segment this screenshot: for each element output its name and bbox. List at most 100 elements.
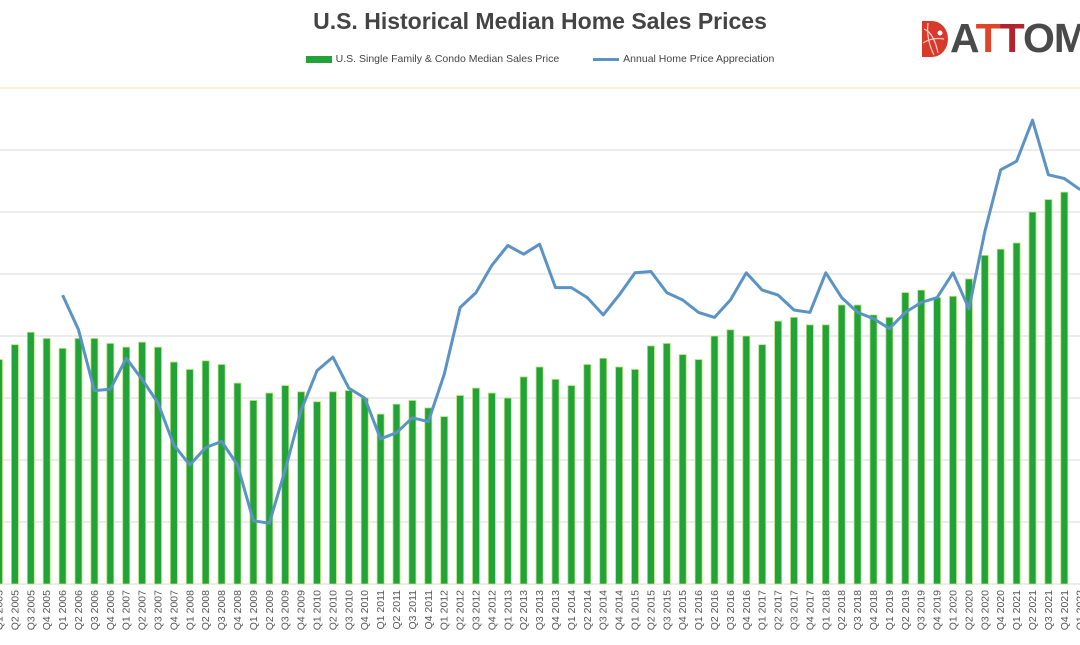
x-tick-label: Q1 2019 — [884, 590, 896, 630]
bar — [1012, 242, 1021, 585]
bar — [901, 292, 910, 585]
bar — [583, 364, 592, 585]
x-tick-label: Q2 2021 — [1027, 590, 1039, 630]
x-tick-label: Q4 2009 — [296, 590, 308, 630]
bar — [185, 369, 194, 585]
x-tick-label: Q3 2005 — [25, 590, 37, 630]
legend-swatch-bars — [305, 55, 332, 63]
x-tick-label: Q4 2005 — [41, 590, 53, 630]
bar — [169, 361, 178, 585]
bar — [853, 304, 862, 585]
x-tick-label: Q2 2013 — [518, 590, 530, 630]
legend-swatch-line — [593, 57, 620, 61]
bar — [869, 314, 878, 585]
x-tick-label: Q1 2013 — [502, 590, 514, 630]
x-tick-label: Q1 2021 — [1011, 590, 1023, 630]
x-tick-label: Q1 2005 — [0, 590, 6, 630]
bar — [567, 385, 576, 585]
x-tick-label: Q1 2016 — [693, 590, 705, 630]
x-tick-label: Q3 2012 — [471, 590, 483, 630]
bar — [424, 407, 433, 585]
bar — [519, 376, 528, 585]
x-tick-label: Q3 2007 — [153, 590, 165, 630]
x-tick-label: Q1 2018 — [820, 590, 832, 630]
legend-item-line: Annual Home Price Appreciation — [593, 53, 774, 65]
bar — [201, 360, 210, 585]
bar — [440, 416, 449, 585]
bar — [535, 366, 544, 585]
x-tick-label: Q2 2016 — [709, 590, 721, 630]
bar — [996, 248, 1005, 585]
bar — [694, 359, 703, 585]
x-tick-label: Q2 2006 — [73, 590, 85, 630]
bar — [249, 400, 258, 585]
x-tick-label: Q1 2010 — [312, 590, 324, 630]
bar — [933, 297, 941, 585]
x-tick-label: Q1 2014 — [566, 590, 578, 630]
bar — [328, 391, 337, 585]
x-tick-label: Q4 2015 — [677, 590, 689, 630]
bar — [1060, 191, 1069, 585]
x-tick-label: Q3 2014 — [598, 590, 610, 630]
legend-label-bars: U.S. Single Family & Condo Median Sales … — [335, 53, 560, 65]
bar — [980, 254, 989, 585]
bar — [821, 324, 830, 585]
bar — [615, 366, 623, 585]
x-tick-label: Q2 2010 — [327, 590, 339, 630]
x-tick-label: Q1 2022 — [1075, 590, 1080, 630]
chart-title: U.S. Historical Median Home Sales Prices — [313, 8, 767, 34]
bar — [885, 316, 894, 585]
bar — [26, 331, 35, 585]
x-tick-label: Q4 2008 — [232, 590, 244, 630]
bar — [472, 387, 480, 585]
x-tick-label: Q3 2017 — [789, 590, 801, 630]
legend: U.S. Single Family & Condo Median Sales … — [0, 53, 1080, 65]
x-tick-label: Q1 2008 — [184, 590, 196, 630]
x-tick-label: Q1 2011 — [375, 590, 387, 630]
x-tick-label: Q4 2017 — [804, 590, 816, 630]
x-tick-label: Q4 2019 — [932, 590, 944, 630]
x-tick-label: Q4 2018 — [868, 590, 880, 630]
x-tick-label: Q2 2017 — [773, 590, 785, 630]
attom-logo-text: ATTOM — [950, 15, 1080, 61]
x-tick-label: Q4 2006 — [105, 590, 117, 630]
x-tick-label: Q4 2013 — [550, 590, 562, 630]
x-tick-label: Q4 2021 — [1059, 590, 1071, 630]
bar — [662, 343, 671, 585]
x-tick-label: Q4 2007 — [168, 590, 180, 630]
x-tick-label: Q4 2016 — [741, 590, 753, 630]
x-tick-label: Q2 2005 — [9, 590, 21, 630]
x-tick-label: Q1 2009 — [248, 590, 260, 630]
bar — [42, 338, 51, 585]
bar — [917, 289, 926, 585]
attom-logo: ATTOM — [920, 18, 1080, 59]
bar — [281, 385, 290, 585]
bar — [138, 341, 147, 585]
bar — [297, 391, 306, 585]
bar — [313, 401, 321, 585]
bar — [487, 392, 496, 585]
x-tick-label: Q4 2020 — [995, 590, 1007, 630]
x-tick-label: Q4 2010 — [359, 590, 371, 630]
x-tick-label: Q2 2007 — [137, 590, 149, 630]
bar — [58, 347, 67, 585]
x-tick-label: Q2 2015 — [645, 590, 657, 630]
x-tick-label: Q3 2016 — [725, 590, 737, 630]
x-tick-label: Q2 2014 — [582, 590, 594, 630]
bar — [710, 335, 719, 585]
bar — [965, 278, 973, 585]
x-tick-label: Q3 2006 — [89, 590, 101, 630]
bar — [631, 369, 639, 585]
x-tick-label: Q1 2007 — [121, 590, 133, 630]
x-tick-label: Q4 2012 — [486, 590, 498, 630]
x-tick-label: Q1 2012 — [439, 590, 451, 630]
x-tick-label: Q3 2011 — [407, 590, 419, 630]
x-tick-label: Q3 2021 — [1043, 590, 1055, 630]
bar — [74, 338, 83, 585]
bar — [1044, 199, 1053, 585]
bar — [217, 364, 226, 585]
bar — [551, 378, 560, 585]
x-tick-label: Q2 2008 — [200, 590, 212, 630]
x-tick-label: Q2 2011 — [391, 590, 403, 630]
bar — [392, 403, 401, 585]
